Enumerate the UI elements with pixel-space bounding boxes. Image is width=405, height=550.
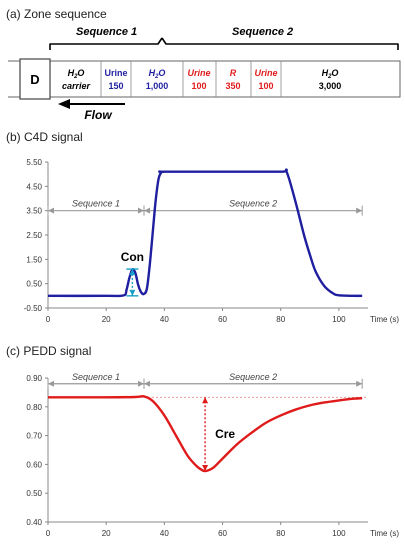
x-tick-label: 0 xyxy=(46,315,51,324)
svg-text:3,000: 3,000 xyxy=(319,81,342,91)
zone-urine-150: Urine 150 xyxy=(104,68,127,91)
x-tick-label: 20 xyxy=(102,529,111,538)
svg-text:350: 350 xyxy=(225,81,240,91)
x-tick-label: 40 xyxy=(160,315,169,324)
zone-urine-100-b: Urine 100 xyxy=(254,68,277,91)
y-tick-label: 0.90 xyxy=(26,374,42,383)
pedd-chart-title: (c) PEDD signal xyxy=(6,344,91,358)
x-tick-label: 20 xyxy=(102,315,111,324)
sequence2-bracket: Sequence 2 xyxy=(161,26,399,50)
y-tick-label: 4.50 xyxy=(26,182,42,191)
flow-arrow-head-icon xyxy=(58,99,70,109)
annotation-label: Con xyxy=(121,250,144,264)
svg-text:100: 100 xyxy=(258,81,273,91)
y-tick-label: 3.50 xyxy=(26,207,42,216)
capillary-tube xyxy=(49,60,401,98)
zone-dividers xyxy=(100,61,282,97)
sequence1-bracket: Sequence 1 xyxy=(49,26,163,50)
x-tick-label: 80 xyxy=(276,529,285,538)
zone-panel-title: (a) Zone sequence xyxy=(6,7,107,21)
x-tick-label: 100 xyxy=(332,529,346,538)
x-tick-label: 60 xyxy=(218,315,227,324)
arrow-right-icon xyxy=(356,207,363,214)
x-axis-label: Time (s) xyxy=(370,529,399,538)
arrow-right-icon xyxy=(138,380,144,387)
zone-sequence-panel: (a) Zone sequence Sequence 1 Sequence 2 … xyxy=(6,7,401,122)
arrow-right-icon xyxy=(138,207,144,214)
svg-text:Urine: Urine xyxy=(254,68,277,78)
x-tick-label: 80 xyxy=(276,315,285,324)
y-tick-label: 0.50 xyxy=(26,280,42,289)
arrow-left-icon xyxy=(144,380,150,387)
series-line xyxy=(47,395,363,473)
zone-reagent-350: R 350 xyxy=(225,68,240,91)
x-tick-label: 0 xyxy=(46,529,51,538)
c4d-chart: (b) C4D signal -0.50 0.50 1.50 2.50 3.50 4.50… xyxy=(6,130,399,324)
svg-text:Urine: Urine xyxy=(187,68,210,78)
arrow-right-icon xyxy=(356,380,363,387)
y-tick-label: 0.50 xyxy=(26,489,42,498)
y-tick-label: 5.50 xyxy=(26,158,42,167)
x-axis-label: Time (s) xyxy=(370,315,399,324)
y-tick-label: 1.50 xyxy=(26,255,42,264)
c4d-chart-title: (b) C4D signal xyxy=(6,130,83,144)
zone-water-carrier-value: carrier xyxy=(62,81,91,91)
annotation-arrow-icon xyxy=(129,289,136,296)
annotation-arrow-icon xyxy=(202,465,209,472)
zone-urine-100-a: Urine 100 xyxy=(187,68,210,91)
sequence-band-label: Sequence 1 xyxy=(72,372,120,382)
arrow-left-icon xyxy=(144,207,150,214)
svg-text:150: 150 xyxy=(108,81,123,91)
detector-label: D xyxy=(30,72,39,87)
annotation-arrow-icon xyxy=(202,397,209,404)
flow-label: Flow xyxy=(84,108,112,122)
svg-text:H2O: H2O xyxy=(322,68,339,80)
x-tick-label: 100 xyxy=(332,315,346,324)
y-tick-label: 0.40 xyxy=(26,518,42,527)
detector-box xyxy=(19,58,51,100)
sequence-band-label: Sequence 1 xyxy=(72,199,120,209)
svg-text:R: R xyxy=(230,68,237,78)
sequence-band-label: Sequence 2 xyxy=(229,199,277,209)
zone-water-carrier: H2O carrier xyxy=(62,68,91,91)
sequence-band-label: Sequence 2 xyxy=(229,372,277,382)
svg-text:100: 100 xyxy=(191,81,206,91)
arrow-left-icon xyxy=(48,207,54,214)
svg-text:H2O: H2O xyxy=(149,68,166,80)
sequence2-label: Sequence 2 xyxy=(232,26,293,38)
y-tick-label: 2.50 xyxy=(26,231,42,240)
svg-text:1,000: 1,000 xyxy=(146,81,169,91)
arrow-left-icon xyxy=(48,380,54,387)
pedd-chart: (c) PEDD signal 0.40 0.50 0.60 0.70 0.80 0.90… xyxy=(6,344,399,538)
y-tick-label: -0.50 xyxy=(24,304,43,313)
y-tick-label: 0.60 xyxy=(26,460,42,469)
series-line xyxy=(47,168,363,298)
sequence1-label: Sequence 1 xyxy=(76,26,137,38)
zone-water-1000: H2O 1,000 xyxy=(146,68,169,91)
flow-arrow xyxy=(58,99,125,109)
x-tick-label: 40 xyxy=(160,529,169,538)
x-tick-label: 60 xyxy=(218,529,227,538)
y-tick-label: 0.80 xyxy=(26,403,42,412)
svg-text:H2O: H2O xyxy=(68,68,85,80)
y-tick-label: 0.70 xyxy=(26,432,42,441)
zone-water-3000: H2O 3,000 xyxy=(319,68,342,91)
svg-text:Urine: Urine xyxy=(104,68,127,78)
annotation-label: Cre xyxy=(215,427,235,441)
annotation-arrow-icon xyxy=(129,269,136,276)
